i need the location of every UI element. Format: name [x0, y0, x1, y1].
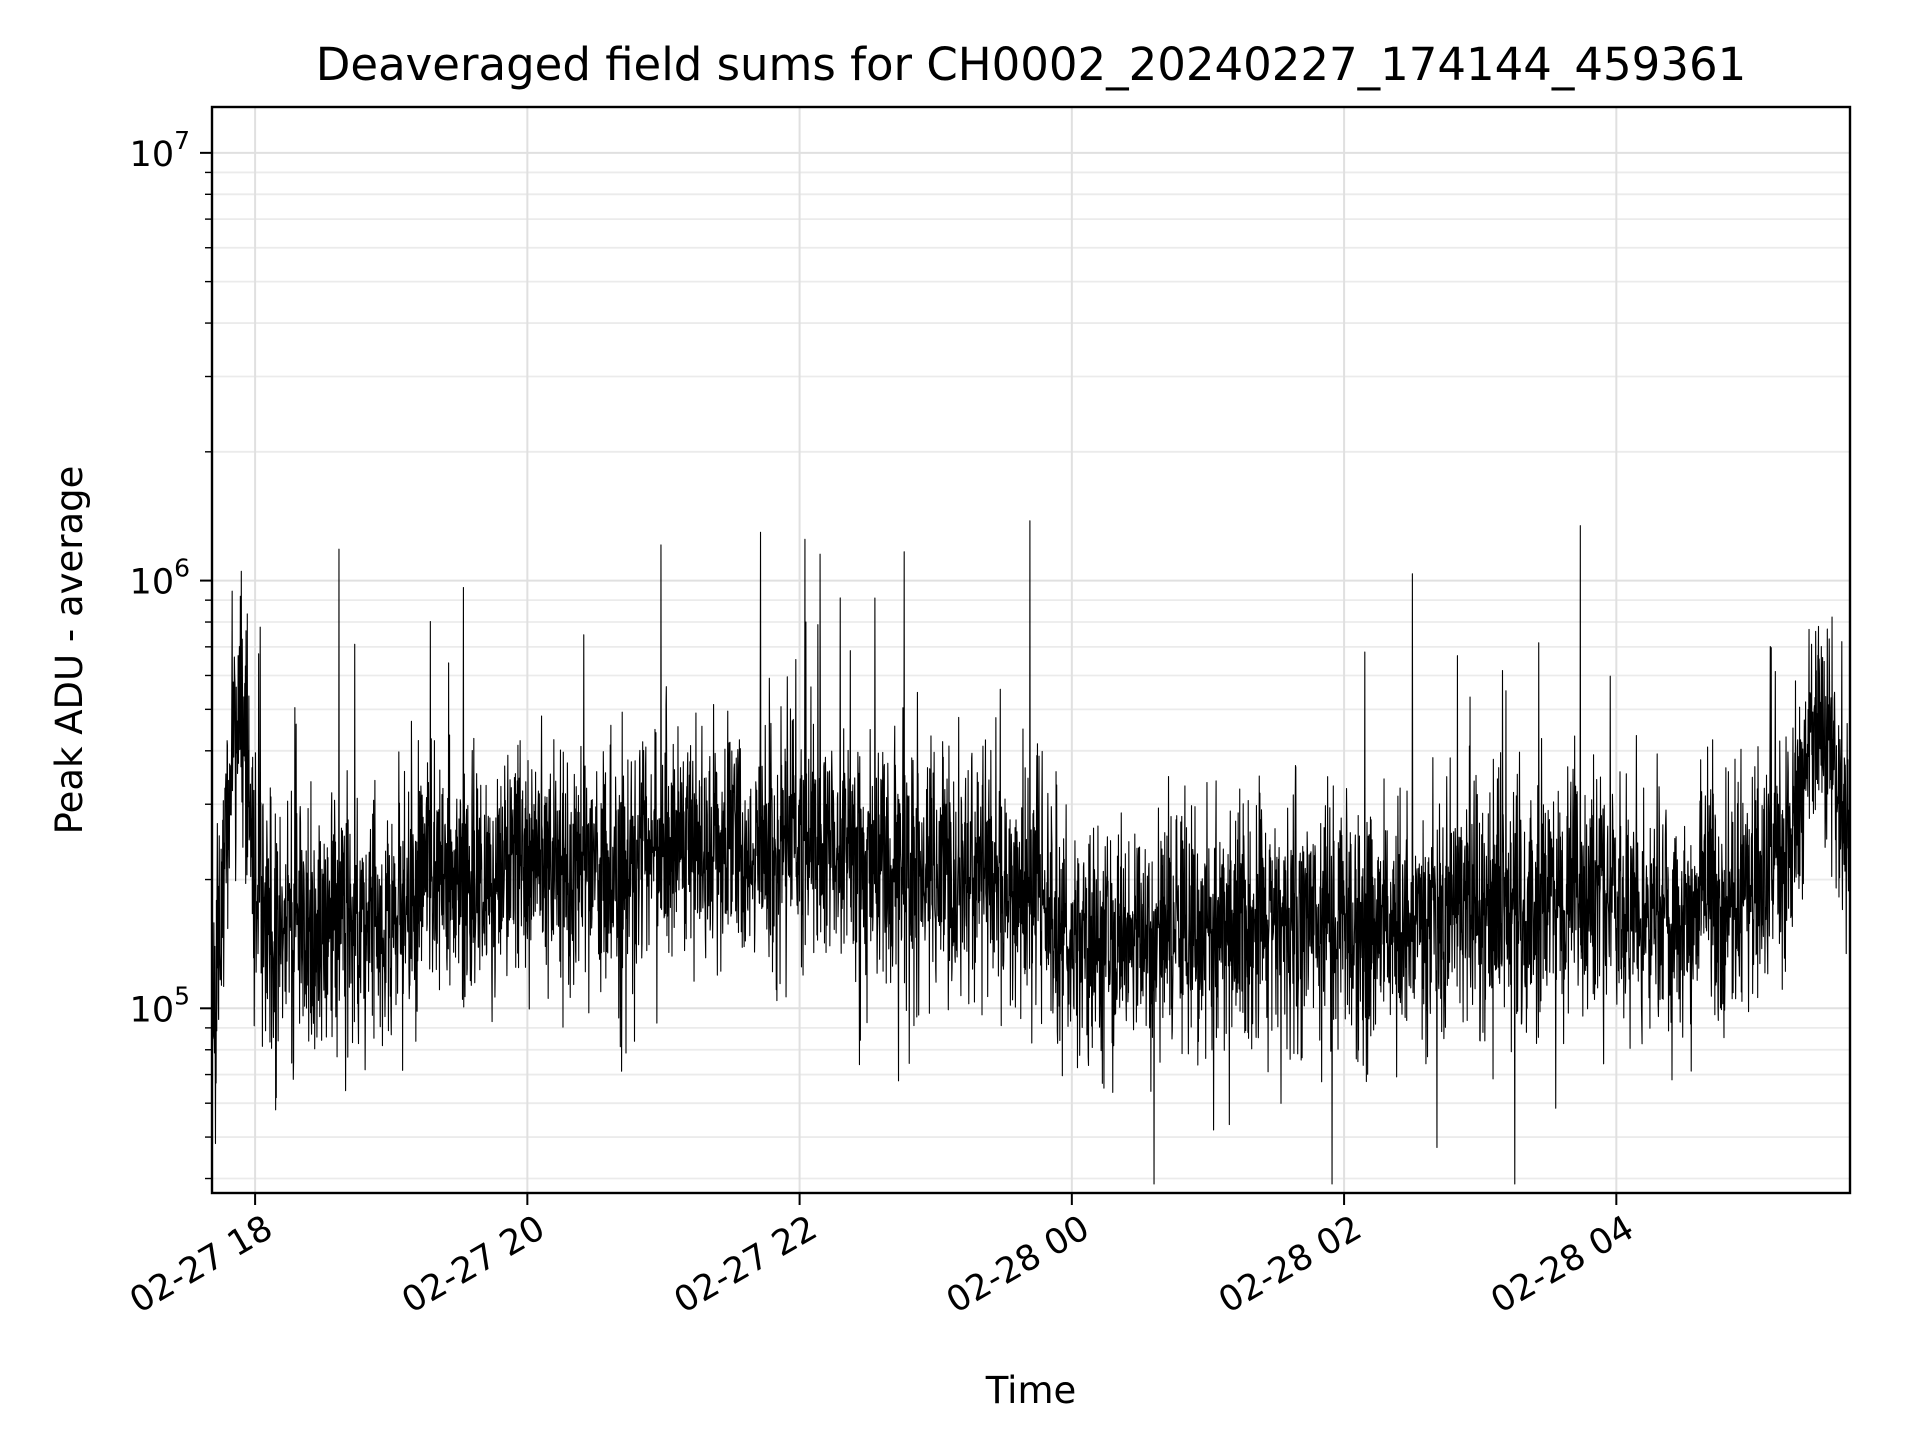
grid-lines	[212, 107, 1850, 1193]
y-tick-label-base: 10	[130, 563, 175, 603]
x-axis-label: Time	[985, 1369, 1077, 1412]
y-axis-label: Peak ADU - average	[48, 466, 91, 835]
x-tick-label: 02-27 22	[668, 1208, 824, 1321]
y-tick-label: 106	[130, 554, 190, 603]
data-layer	[211, 520, 1851, 1185]
y-tick-label-base: 10	[130, 135, 175, 175]
x-tick-label: 02-28 04	[1485, 1208, 1641, 1321]
y-tick-label-base: 10	[130, 990, 175, 1030]
x-tick-label: 02-27 18	[123, 1208, 279, 1321]
y-tick-label: 105	[130, 981, 190, 1030]
plot-area-frame	[210, 105, 1852, 1195]
y-tick-label-exponent: 7	[174, 126, 190, 155]
chart-title: Deaveraged field sums for CH0002_2024022…	[316, 38, 1746, 91]
series-line	[211, 520, 1851, 1185]
x-tick-label: 02-27 20	[396, 1208, 552, 1321]
y-tick-label: 107	[130, 126, 190, 175]
x-tick-label: 02-28 02	[1212, 1208, 1368, 1321]
x-tick-label: 02-28 00	[940, 1208, 1096, 1321]
y-tick-label-exponent: 5	[174, 981, 190, 1010]
y-tick-label-exponent: 6	[174, 554, 190, 583]
